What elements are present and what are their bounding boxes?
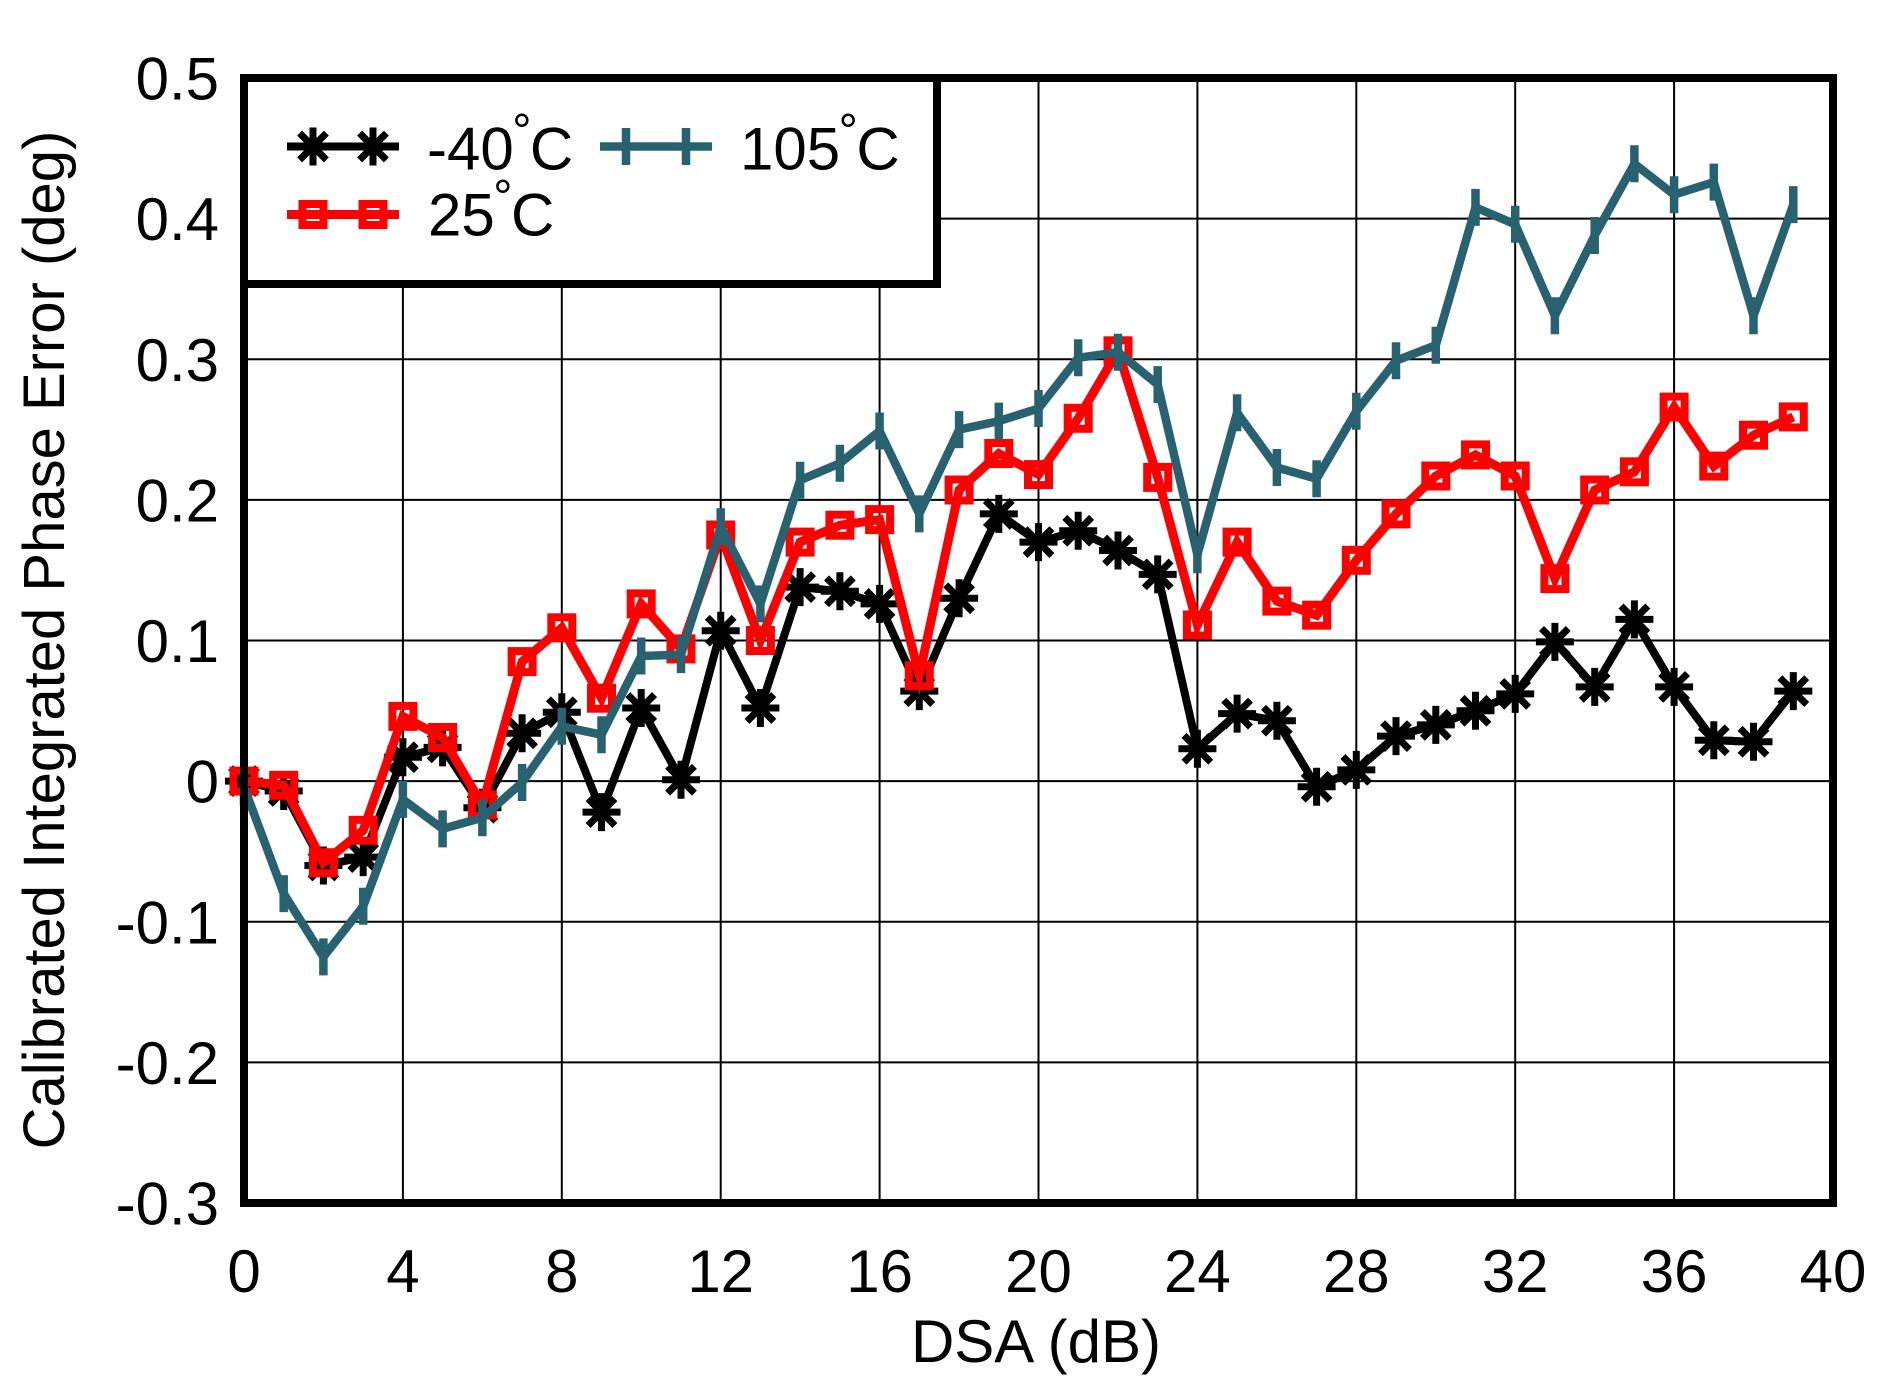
svg-text:-40°C: -40°C bbox=[427, 106, 573, 183]
svg-text:32: 32 bbox=[1482, 1238, 1549, 1305]
svg-text:Calibrated Integrated Phase Er: Calibrated Integrated Phase Error (deg) bbox=[12, 131, 77, 1150]
svg-text:0: 0 bbox=[227, 1238, 260, 1305]
svg-text:4: 4 bbox=[386, 1238, 419, 1305]
svg-text:0.1: 0.1 bbox=[136, 608, 219, 675]
svg-text:20: 20 bbox=[1005, 1238, 1072, 1305]
svg-text:-0.1: -0.1 bbox=[116, 889, 219, 956]
svg-text:DSA (dB): DSA (dB) bbox=[911, 1308, 1161, 1375]
svg-text:12: 12 bbox=[687, 1238, 754, 1305]
svg-text:105°C: 105°C bbox=[740, 106, 900, 183]
svg-text:0.3: 0.3 bbox=[136, 327, 219, 394]
svg-text:40: 40 bbox=[1800, 1238, 1867, 1305]
svg-text:0: 0 bbox=[186, 749, 219, 816]
svg-text:16: 16 bbox=[846, 1238, 913, 1305]
svg-text:-0.3: -0.3 bbox=[116, 1171, 219, 1238]
svg-text:28: 28 bbox=[1323, 1238, 1390, 1305]
svg-text:24: 24 bbox=[1164, 1238, 1231, 1305]
svg-text:0.5: 0.5 bbox=[136, 46, 219, 113]
svg-text:0.4: 0.4 bbox=[136, 186, 219, 253]
svg-text:36: 36 bbox=[1641, 1238, 1708, 1305]
svg-text:-0.2: -0.2 bbox=[116, 1030, 219, 1097]
svg-text:25°C: 25°C bbox=[428, 172, 554, 249]
svg-text:8: 8 bbox=[545, 1238, 578, 1305]
svg-text:0.2: 0.2 bbox=[136, 467, 219, 534]
